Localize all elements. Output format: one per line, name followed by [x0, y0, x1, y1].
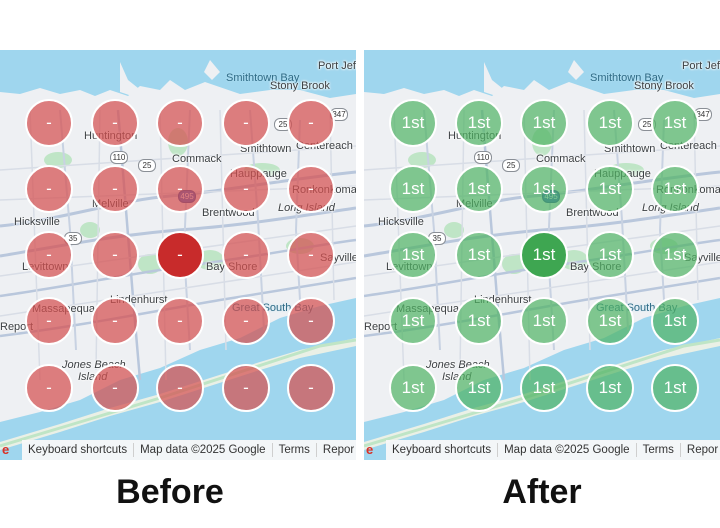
before-caption: Before [116, 473, 224, 511]
rank-pin[interactable]: - [222, 99, 270, 147]
rank-pin[interactable]: 1st [455, 364, 503, 412]
rank-pin[interactable]: 1st [455, 297, 503, 345]
label-hicksville: Hicksville [378, 216, 424, 228]
map-attribution-bar: Keyboard shortcuts Map data ©2025 Google… [22, 440, 356, 460]
keyboard-shortcuts-link[interactable]: Keyboard shortcuts [386, 443, 499, 457]
rank-pin[interactable]: - [25, 99, 73, 147]
label-port-jeff: Port Jeff [682, 60, 720, 72]
rank-pin[interactable]: - [25, 231, 73, 279]
rank-grid: ------------------------- [0, 50, 356, 460]
rank-pin[interactable]: 1st [586, 165, 634, 213]
report-link[interactable]: Repor [686, 444, 719, 456]
label-stony-brook: Stony Brook [270, 80, 330, 92]
label-commack: Commack [536, 153, 586, 165]
rank-pin[interactable]: - [222, 165, 270, 213]
rank-pin[interactable]: - [156, 165, 204, 213]
rank-pin[interactable]: 1st [455, 99, 503, 147]
rank-pin[interactable]: 1st [651, 231, 699, 279]
report-link[interactable]: Repor [322, 444, 355, 456]
terms-link[interactable]: Terms [273, 443, 317, 457]
rank-pin[interactable]: - [91, 165, 139, 213]
keyboard-shortcuts-link[interactable]: Keyboard shortcuts [22, 443, 135, 457]
rank-pin[interactable]: - [91, 231, 139, 279]
rank-pin[interactable]: - [25, 165, 73, 213]
rank-pin[interactable]: 1st [520, 364, 568, 412]
label-stony-brook: Stony Brook [634, 80, 694, 92]
label-smithtown-bay: Smithtown Bay [590, 72, 664, 84]
label-hicksville: Hicksville [14, 216, 60, 228]
route-25-shield-secondary: 25 [138, 159, 156, 172]
after-caption: After [502, 473, 582, 511]
rank-pin[interactable]: - [222, 231, 270, 279]
rank-pin[interactable]: 1st [520, 297, 568, 345]
rank-pin[interactable]: 1st [651, 297, 699, 345]
center-rank-pin[interactable]: 1st [520, 231, 568, 279]
route-25-shield-secondary: 25 [502, 159, 520, 172]
rank-pin[interactable]: 1st [389, 99, 437, 147]
center-rank-pin[interactable]: - [156, 231, 204, 279]
rank-pin[interactable]: 1st [455, 231, 503, 279]
rank-pin[interactable]: - [25, 297, 73, 345]
label-commack: Commack [172, 153, 222, 165]
rank-pin[interactable]: - [156, 99, 204, 147]
rank-pin[interactable]: - [222, 297, 270, 345]
rank-pin[interactable]: - [287, 364, 335, 412]
rank-pin[interactable]: 1st [586, 231, 634, 279]
rank-pin[interactable]: 1st [586, 297, 634, 345]
map-data-credit: Map data ©2025 Google [134, 443, 273, 457]
rank-pin[interactable]: - [287, 297, 335, 345]
before-map-panel[interactable]: Smithtown Bay Port Jeff Stony Brook Hunt… [0, 50, 356, 460]
rank-pin[interactable]: 1st [389, 165, 437, 213]
route-110-shield: 110 [474, 151, 492, 164]
rank-pin[interactable]: 1st [389, 364, 437, 412]
google-logo-icon: e [366, 442, 374, 457]
rank-pin[interactable]: 1st [651, 165, 699, 213]
rank-grid: 1st 1st 1st 1st 1st 1st 1st 1st 1st 1st 1st 1st 1st 1… [364, 50, 720, 460]
rank-pin[interactable]: 1st [586, 99, 634, 147]
label-smithtown-bay: Smithtown Bay [226, 72, 300, 84]
terms-link[interactable]: Terms [637, 443, 681, 457]
rank-pin[interactable]: - [25, 364, 73, 412]
rank-pin[interactable]: - [287, 165, 335, 213]
rank-pin[interactable]: 1st [651, 364, 699, 412]
rank-pin[interactable]: - [287, 231, 335, 279]
rank-pin[interactable]: 1st [389, 297, 437, 345]
rank-pin[interactable]: 1st [651, 99, 699, 147]
rank-pin[interactable]: - [91, 364, 139, 412]
rank-pin[interactable]: 1st [389, 231, 437, 279]
rank-pin[interactable]: 1st [455, 165, 503, 213]
label-port-jeff: Port Jeff [318, 60, 356, 72]
route-110-shield: 110 [110, 151, 128, 164]
rank-pin[interactable]: - [156, 364, 204, 412]
rank-pin[interactable]: 1st [520, 99, 568, 147]
rank-pin[interactable]: 1st [520, 165, 568, 213]
rank-pin[interactable]: 1st [586, 364, 634, 412]
google-logo-icon: e [2, 442, 10, 457]
map-data-credit: Map data ©2025 Google [498, 443, 637, 457]
map-attribution-bar: Keyboard shortcuts Map data ©2025 Google… [386, 440, 720, 460]
rank-pin[interactable]: - [91, 99, 139, 147]
rank-pin[interactable]: - [287, 99, 335, 147]
rank-pin[interactable]: - [156, 297, 204, 345]
rank-pin[interactable]: - [91, 297, 139, 345]
rank-pin[interactable]: - [222, 364, 270, 412]
after-map-panel[interactable]: Smithtown Bay Port Jeff Stony Brook Hunt… [364, 50, 720, 460]
label-report: Report [0, 321, 34, 333]
label-report: Report [364, 321, 398, 333]
